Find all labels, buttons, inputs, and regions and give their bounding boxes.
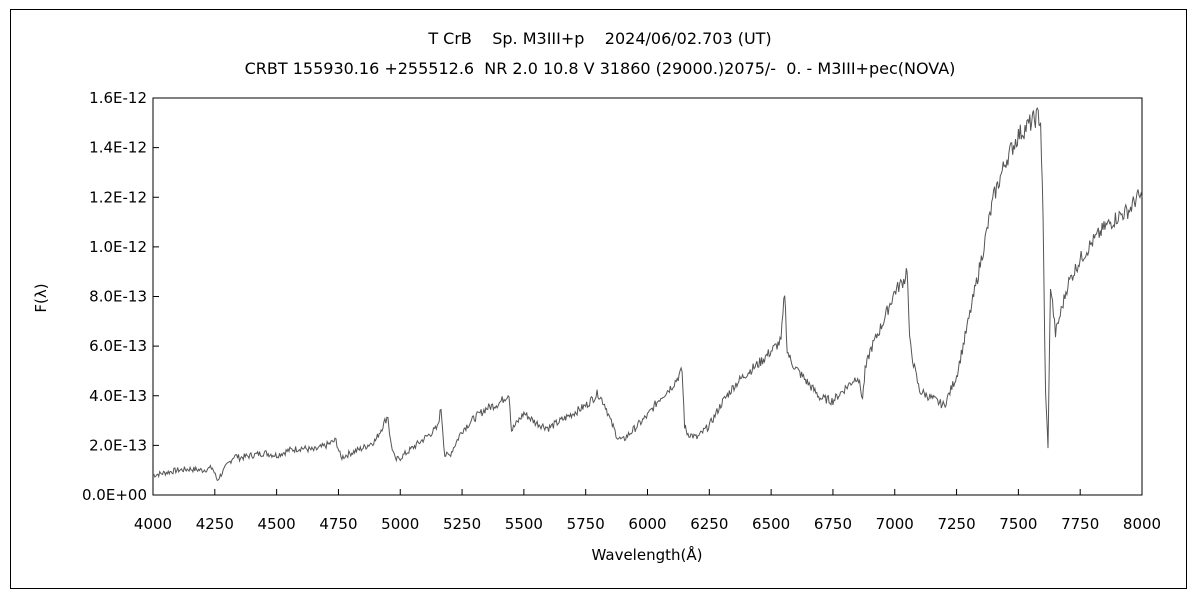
y-tick-label: 1.4E-12	[89, 139, 147, 157]
y-tick-label: 2.0E-13	[89, 436, 147, 454]
chart-frame	[10, 9, 1187, 589]
x-tick-label: 4250	[196, 515, 234, 533]
x-tick-label: 5250	[443, 515, 481, 533]
y-tick-label: 1.0E-12	[89, 238, 147, 256]
y-tick-label: 1.6E-12	[89, 89, 147, 107]
x-tick-label: 6250	[690, 515, 728, 533]
y-tick-label: 4.0E-13	[89, 387, 147, 405]
x-tick-label: 4750	[319, 515, 357, 533]
x-tick-label: 6500	[752, 515, 790, 533]
chart-title: T CrB Sp. M3III+p 2024/06/02.703 (UT)	[428, 29, 772, 48]
x-tick-label: 5500	[505, 515, 543, 533]
chart-subtitle: CRBT 155930.16 +255512.6 NR 2.0 10.8 V 3…	[244, 59, 956, 78]
x-tick-label: 4000	[134, 515, 172, 533]
y-tick-label: 1.2E-12	[89, 188, 147, 206]
x-tick-label: 6750	[814, 515, 852, 533]
y-tick-label: 6.0E-13	[89, 337, 147, 355]
y-axis-label: F(λ)	[32, 283, 50, 312]
x-tick-label: 7500	[999, 515, 1037, 533]
x-tick-label: 6000	[628, 515, 666, 533]
x-axis-label: Wavelength(Å)	[592, 545, 703, 564]
y-tick-label: 8.0E-13	[89, 288, 147, 306]
y-tick-label: 0.0E+00	[82, 486, 147, 504]
x-tick-label: 5000	[381, 515, 419, 533]
x-tick-label: 7000	[876, 515, 914, 533]
plot-area	[152, 97, 1143, 496]
spectrum-line	[152, 106, 1143, 482]
x-tick-label: 7250	[937, 515, 975, 533]
x-tick-label: 7750	[1061, 515, 1099, 533]
y-axis: 0.0E+00 2.0E-13 4.0E-13 6.0E-13 8.0E-13 1.0E-…	[82, 89, 159, 504]
x-tick-label: 5750	[567, 515, 605, 533]
x-tick-label: 8000	[1123, 515, 1161, 533]
x-axis: 4000 4250 4500 4750 5000 5250 5500 5750 6000 6250…	[134, 489, 1161, 533]
x-tick-label: 4500	[258, 515, 296, 533]
